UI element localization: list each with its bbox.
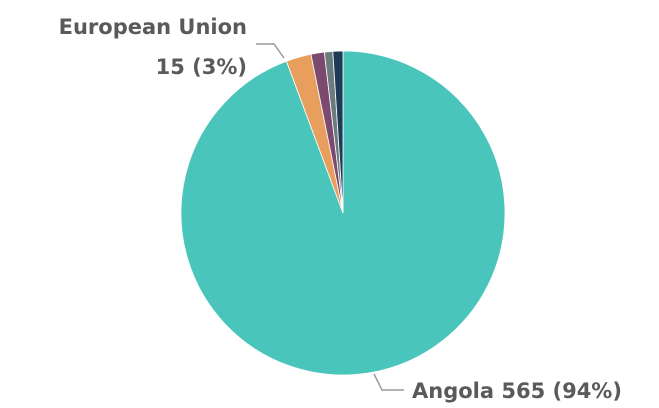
slice-label: Angola 565 (94%): [412, 379, 622, 403]
category-label: European Union: [59, 15, 247, 39]
category-label: Angola: [412, 379, 494, 403]
value-label: 15 (3%): [156, 55, 247, 79]
leader-line: [256, 43, 285, 59]
pie-slice: [332, 50, 344, 214]
leader-line: [373, 373, 404, 391]
value-label: 565 (94%): [501, 379, 622, 403]
pie: [180, 50, 506, 376]
